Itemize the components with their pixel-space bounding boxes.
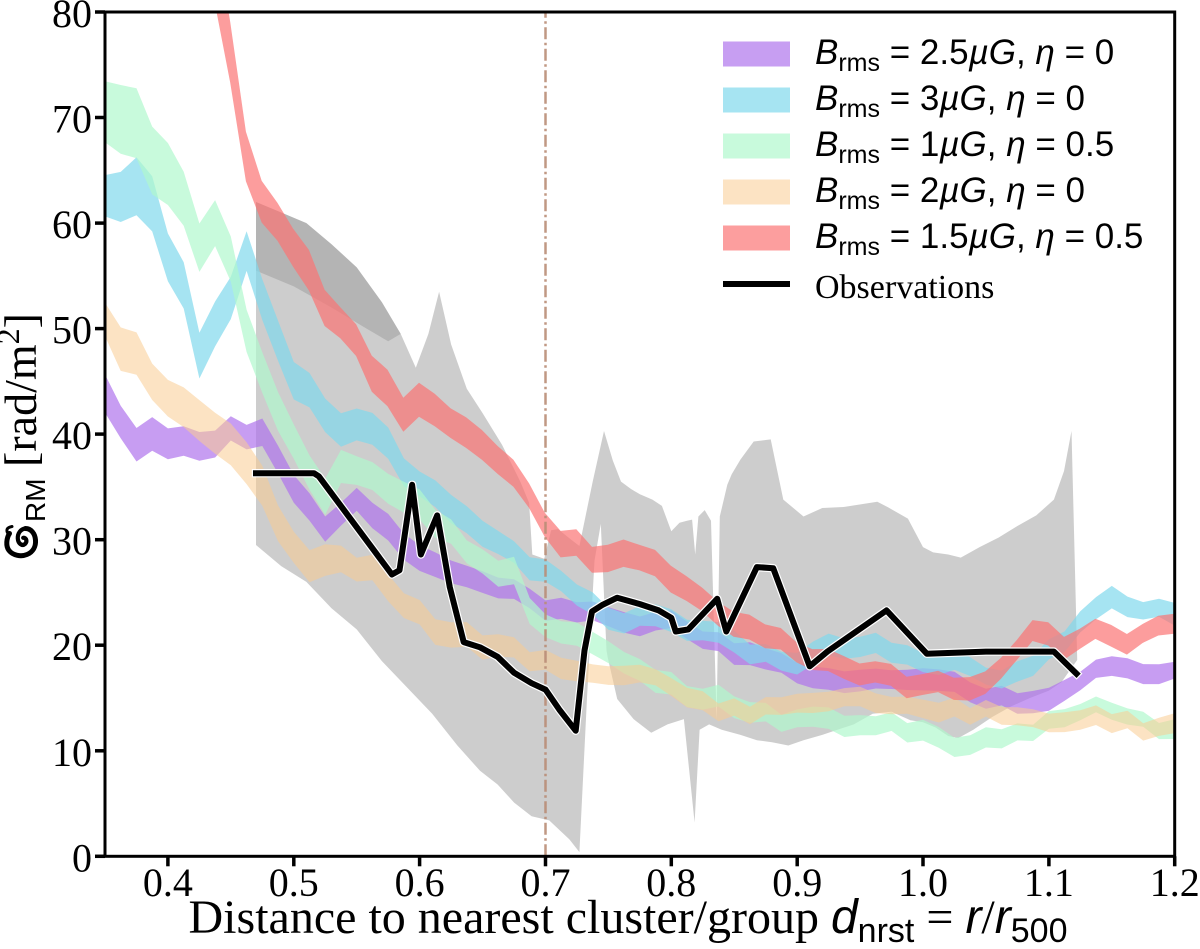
svg-text:30: 30: [52, 519, 92, 564]
svg-text:Brms = 2µG, η = 0: Brms = 2µG, η = 0: [815, 171, 1085, 215]
svg-text:70: 70: [52, 97, 92, 142]
svg-text:RM [rad/m2]: RM [rad/m2]: [0, 313, 51, 522]
svg-text:80: 80: [52, 0, 92, 36]
svg-text:0.6: 0.6: [395, 860, 445, 905]
svg-text:1.1: 1.1: [1024, 860, 1074, 905]
svg-text:0.7: 0.7: [521, 860, 571, 905]
svg-text:10: 10: [52, 730, 92, 775]
svg-text:0.9: 0.9: [772, 860, 822, 905]
svg-text:1.0: 1.0: [898, 860, 948, 905]
svg-text:40: 40: [52, 413, 92, 458]
svg-text:Observations: Observations: [815, 269, 994, 306]
svg-text:0: 0: [72, 835, 92, 880]
svg-text:0.5: 0.5: [269, 860, 319, 905]
svg-text:0.4: 0.4: [143, 860, 193, 905]
svg-text:Brms = 3µG, η = 0: Brms = 3µG, η = 0: [815, 79, 1085, 123]
svg-text:60: 60: [52, 202, 92, 247]
svg-text:50: 50: [52, 308, 92, 353]
svg-text:1.2: 1.2: [1150, 860, 1200, 905]
svg-text:0.8: 0.8: [646, 860, 696, 905]
svg-text:Distance to nearest cluster/gr: Distance to nearest cluster/group dnrst …: [189, 891, 1068, 944]
svg-text:20: 20: [52, 624, 92, 669]
